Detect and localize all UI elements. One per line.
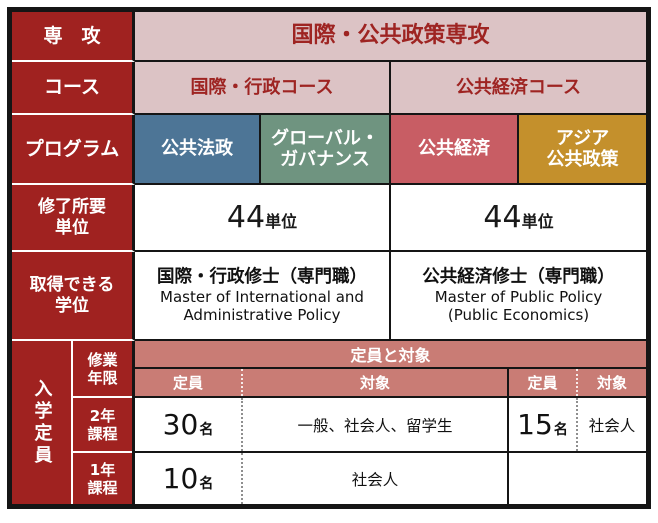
credits-value: 44 単位 [483, 200, 553, 235]
quota-unit: 名 [553, 422, 568, 438]
degree-english-line: Administrative Policy [183, 305, 341, 324]
target-text: 社会人 [588, 416, 636, 435]
program-public-economics: 公共経済 [391, 115, 519, 185]
course-label: コース [43, 76, 101, 99]
degree-label-line: 取得できる [29, 275, 115, 296]
row-course: コース 国際・行政コース 公共経済コース [12, 62, 646, 115]
quota-header: 定員と対象 [350, 346, 431, 365]
quota-value: 10 名 [163, 462, 214, 495]
row-degree: 取得できる 学位 国際・行政修士（専門職） Master of Internat… [12, 252, 646, 341]
credits-right-cell: 44 単位 [391, 185, 646, 252]
degree-english-line: Master of Public Policy [434, 287, 603, 306]
credits-label-line: 単位 [55, 217, 89, 238]
quota-cell: 30 名 [135, 398, 243, 451]
course-public-economics: 公共経済コース [391, 62, 646, 115]
duration-line: 課程 [87, 478, 118, 497]
quota-value: 30 名 [163, 408, 214, 441]
program-label: プログラム [24, 137, 120, 160]
program-name-line: ガバナンス [280, 149, 370, 170]
target-cell: 社会人 [243, 453, 509, 504]
degree-japanese: 公共経済修士（専門職） [422, 267, 615, 288]
credits-left-cell: 44 単位 [135, 185, 391, 252]
program-public-law: 公共法政 [135, 115, 261, 185]
program-name-line: 公共法政 [161, 138, 233, 160]
credits-label-cell: 修了所要 単位 [12, 185, 135, 252]
credits-number: 44 [226, 199, 266, 235]
major-label: 専 攻 [43, 24, 101, 47]
row-credits: 修了所要 単位 44 単位 44 単位 [12, 185, 646, 252]
subheader-text: 対象 [359, 374, 390, 392]
major-value-cell: 国際・公共政策専攻 [135, 12, 646, 62]
duration-line: 課程 [87, 424, 118, 443]
target-cell: 一般、社会人、留学生 [243, 398, 509, 451]
target-text: 一般、社会人、留学生 [297, 416, 453, 435]
credits-value: 44 単位 [227, 200, 297, 235]
duration-2year-cell: 2年 課程 [73, 398, 132, 453]
enrollment-label: 入学定員 [31, 378, 53, 467]
empty-diagonal-cell [509, 453, 646, 504]
degree-english-line: Master of International and [160, 287, 364, 306]
program-label-cell: プログラム [12, 115, 135, 185]
enrollment-row-1year: 10 名 社会人 [135, 453, 646, 504]
quota-cell: 15 名 [509, 398, 578, 451]
program-asian-public-policy: アジア 公共政策 [519, 115, 646, 185]
duration-1year-cell: 1年 課程 [73, 453, 132, 504]
quota-number: 30 [162, 408, 199, 441]
quota-subtable: 定員と対象 定員 対象 定員 対象 30 名 一般、社会人、留学生 15 名 [135, 341, 646, 504]
program-name-line: 公共政策 [546, 149, 619, 170]
subheader-target-left: 対象 [243, 369, 509, 396]
course-name: 公共経済コース [455, 76, 582, 98]
quota-number: 10 [162, 462, 199, 495]
degree-label-cell: 取得できる 学位 [12, 252, 135, 341]
duration-column: 修業 年限 2年 課程 1年 課程 [73, 341, 135, 504]
duration-line: 2年 [89, 406, 116, 425]
credits-number: 44 [483, 199, 522, 235]
quota-number: 15 [517, 408, 553, 441]
degree-left-cell: 国際・行政修士（専門職） Master of International and… [135, 252, 391, 341]
subheader-text: 定員 [172, 374, 203, 392]
program-name-line: グローバル・ [271, 127, 379, 149]
program-name-line: 公共経済 [418, 138, 490, 160]
credits-unit: 単位 [521, 211, 554, 231]
subheader-text: 定員 [527, 374, 558, 392]
target-text: 社会人 [351, 470, 399, 489]
row-program: プログラム 公共法政 グローバル・ ガバナンス 公共経済 アジア 公共政策 [12, 115, 646, 185]
row-enrollment: 入学定員 修業 年限 2年 課程 1年 課程 定員と対象 定員 対象 定員 [12, 341, 646, 504]
program-name-line: アジア [555, 127, 610, 149]
credits-unit: 単位 [265, 211, 298, 231]
subheader-quota-left: 定員 [135, 369, 243, 396]
duration-header-cell: 修業 年限 [73, 341, 132, 398]
degree-english-line: (Public Economics) [447, 305, 590, 324]
major-label-cell: 専 攻 [12, 12, 135, 62]
subheader-quota-right: 定員 [509, 369, 578, 396]
program-global-governance: グローバル・ ガバナンス [261, 115, 391, 185]
subheader-target-right: 対象 [578, 369, 646, 396]
quota-unit: 名 [199, 476, 214, 492]
degree-japanese: 国際・行政修士（専門職） [157, 267, 367, 288]
credits-label-line: 修了所要 [38, 197, 106, 218]
duration-line: 1年 [89, 460, 116, 479]
quota-header-cell: 定員と対象 [135, 341, 646, 369]
quota-unit: 名 [199, 422, 214, 438]
course-international-admin: 国際・行政コース [135, 62, 391, 115]
subheader-text: 対象 [596, 374, 627, 392]
course-label-cell: コース [12, 62, 135, 115]
degree-right-cell: 公共経済修士（専門職） Master of Public Policy (Pub… [391, 252, 646, 341]
duration-label-line: 修業 [87, 350, 118, 369]
row-major: 専 攻 国際・公共政策専攻 [12, 12, 646, 62]
enrollment-label-cell: 入学定員 [12, 341, 73, 504]
quota-cell: 10 名 [135, 453, 243, 504]
target-cell: 社会人 [578, 398, 646, 451]
program-structure-table: 専 攻 国際・公共政策専攻 コース 国際・行政コース 公共経済コース プログラム… [7, 7, 651, 509]
degree-label-line: 学位 [55, 295, 89, 316]
major-value: 国際・公共政策専攻 [291, 23, 490, 49]
quota-subheader-row: 定員 対象 定員 対象 [135, 369, 646, 398]
enrollment-row-2year: 30 名 一般、社会人、留学生 15 名 社会人 [135, 398, 646, 453]
course-name: 国際・行政コース [190, 76, 334, 98]
quota-value: 15 名 [517, 408, 568, 441]
duration-label-line: 年限 [87, 368, 118, 387]
